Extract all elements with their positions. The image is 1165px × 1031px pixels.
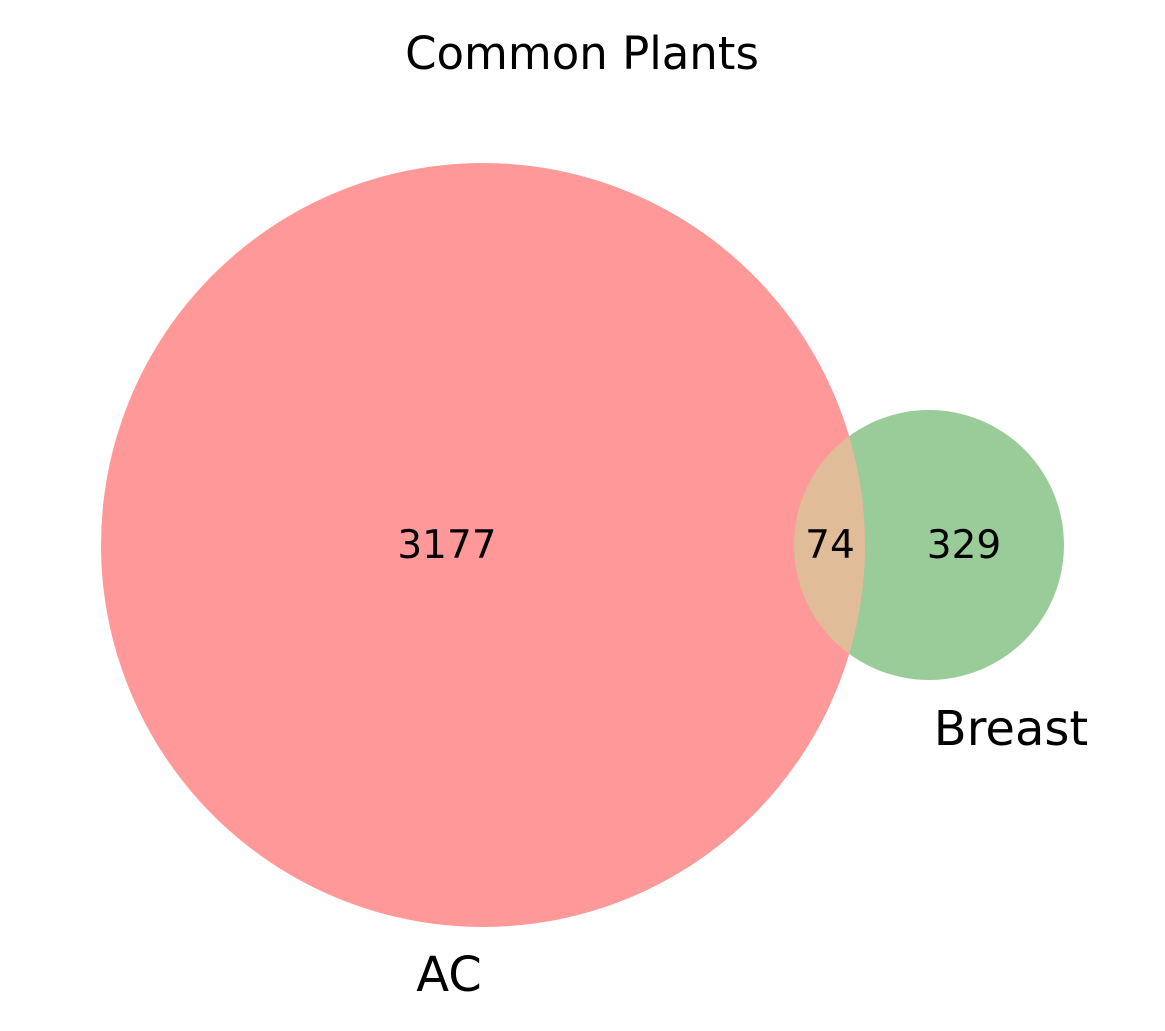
region-label-intersection: 74 bbox=[805, 523, 855, 568]
set-breast-circle bbox=[794, 410, 1064, 680]
set-label-ac: AC bbox=[416, 947, 482, 1003]
region-label-ac-only: 3177 bbox=[397, 523, 496, 568]
set-label-breast: Breast bbox=[934, 701, 1088, 757]
set-ac-circle bbox=[101, 163, 865, 927]
region-label-breast-only: 329 bbox=[927, 523, 1001, 568]
chart-title: Common Plants bbox=[405, 27, 759, 80]
